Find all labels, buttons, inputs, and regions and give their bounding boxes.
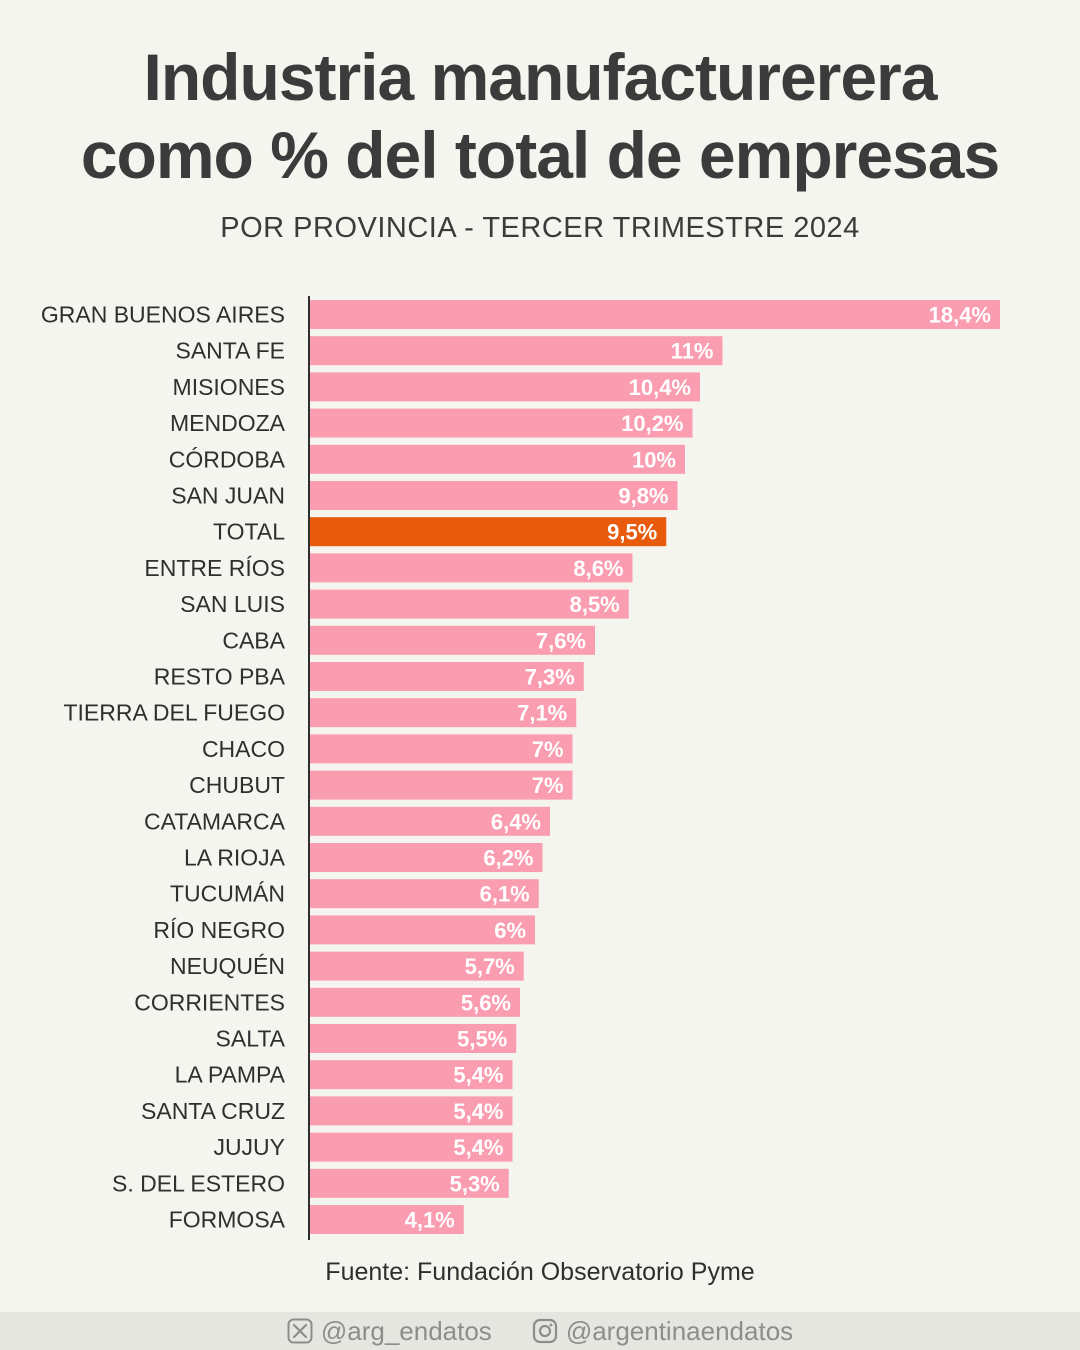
value-label: 6,1% (480, 882, 530, 907)
title-line-1: Industria manufacturerera (143, 40, 938, 114)
value-label: 8,6% (573, 556, 623, 581)
value-label: 10,4% (629, 375, 691, 400)
value-label: 5,5% (457, 1027, 507, 1052)
category-label: CÓRDOBA (169, 446, 286, 472)
bar-formosa (310, 1205, 464, 1234)
category-label: CATAMARCA (144, 808, 286, 834)
category-label: LA RIOJA (184, 845, 286, 871)
value-label: 18,4% (929, 303, 991, 328)
category-label: NEUQUÉN (170, 953, 285, 979)
category-label: RÍO NEGRO (153, 917, 285, 943)
bar-la-rioja (310, 843, 543, 872)
value-label: 7,6% (536, 628, 586, 653)
bar-chubut (310, 770, 573, 800)
value-label: 6% (494, 918, 526, 943)
bar-neuqu-n (310, 951, 524, 981)
value-label: 7,1% (517, 701, 567, 726)
value-label: 5,4% (453, 1099, 503, 1124)
source-note: Fuente: Fundación Observatorio Pyme (325, 1258, 755, 1286)
bar-caba (310, 625, 595, 655)
value-label: 9,5% (607, 520, 657, 545)
category-label: SANTA CRUZ (141, 1098, 285, 1124)
bar-santa-fe (310, 336, 723, 366)
bar-chart: GRAN BUENOS AIRES 18,4% SANTA FE 11% MISIONE… (41, 296, 1000, 1240)
chart-subtitle: POR PROVINCIA - TERCER TRIMESTRE 2024 (220, 212, 860, 244)
category-label: MISIONES (173, 374, 285, 400)
bar-chaco (310, 734, 573, 764)
value-label: 9,8% (618, 484, 668, 509)
value-label: 8,5% (570, 592, 620, 617)
value-label: 7,3% (525, 665, 575, 690)
value-label: 5,4% (453, 1135, 503, 1160)
bar-catamarca (310, 806, 550, 836)
value-label: 10% (632, 447, 676, 472)
category-label: LA PAMPA (175, 1062, 286, 1088)
value-label: 7% (532, 773, 564, 798)
category-label: TUCUMÁN (170, 881, 285, 907)
bar-tucum-n (310, 879, 539, 909)
category-label: S. DEL ESTERO (112, 1170, 285, 1196)
category-label: CABA (222, 627, 285, 653)
bar-resto-pba (310, 662, 584, 691)
bar-s-del-estero (310, 1168, 509, 1198)
category-label: MENDOZA (170, 410, 286, 436)
category-label: SAN LUIS (180, 591, 285, 617)
value-label: 6,4% (491, 809, 541, 834)
twitter-handle: @arg_endatos (320, 1315, 492, 1346)
chart-title: Industria manufacturerera como % del tot… (0, 38, 1080, 194)
x-logo-icon (287, 1318, 313, 1344)
bar-san-juan (310, 481, 678, 510)
bar-la-pampa (310, 1060, 513, 1090)
value-label: 10,2% (621, 411, 683, 436)
bar-entre-r-os (310, 553, 633, 583)
value-label: 5,7% (465, 954, 515, 979)
instagram-handle: @argentinaendatos (565, 1315, 794, 1346)
bar-santa-cruz (310, 1096, 513, 1126)
category-label: CHUBUT (189, 772, 285, 798)
social-footer: @arg_endatos @argentinaendatos (0, 1312, 1080, 1350)
bar-tierra-del-fuego (310, 698, 577, 728)
bar-san-luis (310, 589, 629, 619)
value-label: 4,1% (405, 1208, 455, 1233)
category-label: TIERRA DEL FUEGO (63, 700, 285, 726)
bar-mendoza (310, 408, 693, 438)
value-label: 5,3% (450, 1171, 500, 1196)
bar-misiones (310, 372, 700, 402)
title-line-2: como % del total de empresas (80, 118, 1000, 192)
category-label: SALTA (216, 1026, 286, 1052)
bar-r-o-negro (310, 915, 535, 945)
value-label: 5,6% (461, 990, 511, 1015)
category-label: JUJUY (213, 1134, 285, 1160)
category-label: GRAN BUENOS AIRES (41, 302, 285, 328)
value-label: 5,4% (453, 1063, 503, 1088)
bar-gran-buenos-aires (310, 300, 1000, 329)
category-label: ENTRE RÍOS (144, 555, 285, 581)
category-label: TOTAL (213, 519, 285, 545)
category-label: CORRIENTES (134, 989, 285, 1015)
category-label: SAN JUAN (171, 483, 285, 509)
bar-c-rdoba (310, 444, 685, 474)
bar-jujuy (310, 1132, 513, 1162)
category-label: RESTO PBA (154, 664, 286, 690)
value-label: 6,2% (483, 846, 533, 871)
bar-corrientes (310, 987, 520, 1017)
category-label: FORMOSA (169, 1207, 286, 1233)
bar-salta (310, 1024, 517, 1053)
twitter-handle-group[interactable]: @arg_endatos (287, 1316, 492, 1347)
category-label: SANTA FE (176, 338, 286, 364)
value-label: 7% (532, 737, 564, 762)
instagram-icon (532, 1318, 558, 1344)
bar-total (310, 517, 667, 547)
category-label: CHACO (202, 736, 285, 762)
instagram-handle-group[interactable]: @argentinaendatos (532, 1316, 793, 1347)
value-label: 11% (671, 339, 714, 364)
